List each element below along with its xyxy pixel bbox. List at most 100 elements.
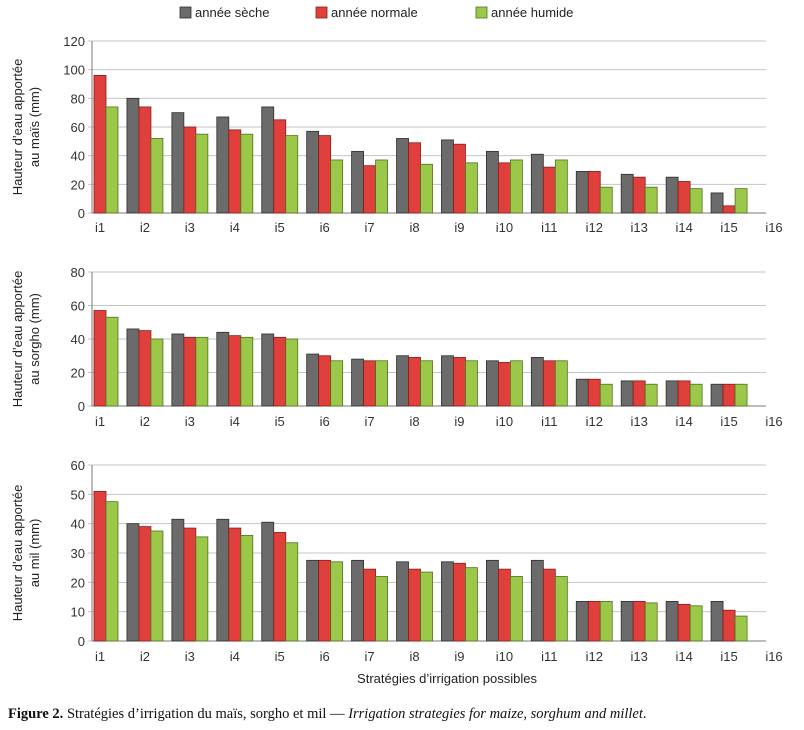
bar-i11-series-3 <box>554 576 568 642</box>
y-tick-label: 0 <box>78 399 85 414</box>
chart-panel-2: 0 20 40 60 80 i1 i2 i3 i4 i5 i6 i7 i8 i9 i10 i11 i12 i13 i… <box>10 265 783 429</box>
y-axis-label: Hauteur d’eau apportée au sorgho (mm) <box>10 271 42 408</box>
bar-i5-series-3 <box>285 542 299 642</box>
bar-i2-series-1 <box>126 328 140 407</box>
x-tick-label-i5: i5 <box>275 649 285 664</box>
y-tick-label: 40 <box>71 517 85 532</box>
bar-i9-series-1 <box>441 139 454 214</box>
bar-i5-series-1 <box>261 106 275 214</box>
x-tick-label-i9: i9 <box>454 649 464 664</box>
bar-i12-series-1 <box>575 378 589 407</box>
x-tick-label-i1: i1 <box>95 649 105 664</box>
caption-figure-number: Figure 2. <box>8 706 64 722</box>
bar-i15-series-1 <box>710 601 724 642</box>
x-tick-label-i12: i12 <box>586 220 603 235</box>
y-tick-label: 50 <box>71 487 85 502</box>
x-tick-label-i1: i1 <box>95 414 105 429</box>
bar-i10-series-1 <box>485 150 499 214</box>
x-tick-label-i1: i1 <box>95 220 105 235</box>
figure-caption: Figure 2. Stratégies d’irrigation du maï… <box>8 706 798 723</box>
bar-i1-series-2 <box>93 75 107 214</box>
y-tick-label: 10 <box>71 605 85 620</box>
bar-i15-series-2 <box>722 609 736 642</box>
y-tick-label: 80 <box>71 91 85 106</box>
bar-i12-series-2 <box>587 378 601 407</box>
x-tick-label-i12: i12 <box>586 414 603 429</box>
legend-swatch-1 <box>179 6 192 19</box>
bar-i11-series-2 <box>542 360 556 407</box>
x-tick-label-i5: i5 <box>275 414 285 429</box>
x-tick-label-i15: i15 <box>720 220 737 235</box>
y-axis-label: Hauteur d’eau apportée au mil (mm) <box>10 485 42 622</box>
bar-i2-series-3 <box>150 530 164 642</box>
x-tick-label-i9: i9 <box>454 414 464 429</box>
x-tick-label-i7: i7 <box>365 220 375 235</box>
bar-i10-series-2 <box>497 568 511 642</box>
x-tick-label-i13: i13 <box>631 414 648 429</box>
bar-i2-series-1 <box>126 97 140 214</box>
bar-i5-series-1 <box>261 521 275 642</box>
x-tick-label-i11: i11 <box>541 649 557 664</box>
bar-i9-series-3 <box>465 567 478 642</box>
x-tick-label-i2: i2 <box>140 220 150 235</box>
bar-i4-series-3 <box>240 133 254 214</box>
bar-i10-series-3 <box>509 576 523 642</box>
bar-i3-series-3 <box>195 336 209 407</box>
bar-i1-series-3 <box>105 106 119 214</box>
bar-i3-series-2 <box>183 336 197 407</box>
bar-i11-series-3 <box>554 159 568 214</box>
y-tick-label: 60 <box>71 458 85 473</box>
x-tick-label-i6: i6 <box>320 649 330 664</box>
y-tick-label: 60 <box>71 299 85 314</box>
bar-i6-series-1 <box>306 130 320 214</box>
bar-i6-series-3 <box>330 561 344 642</box>
bar-i5-series-2 <box>273 336 287 407</box>
bar-i4-series-2 <box>228 527 242 642</box>
y-axis-label-line-1: Hauteur d’eau apportée <box>10 485 25 622</box>
bar-i8-series-2 <box>408 357 421 407</box>
bar-i14-series-1 <box>665 380 679 407</box>
y-tick-label: 30 <box>71 546 85 561</box>
legend-swatch-3 <box>475 6 488 19</box>
bar-i2-series-1 <box>126 523 140 642</box>
y-tick-label: 0 <box>78 634 85 649</box>
x-tick-label-i11: i11 <box>541 414 557 429</box>
caption-english: Irrigation strategies for maize, sorghum… <box>348 706 643 722</box>
bar-i8-series-1 <box>396 561 409 642</box>
bar-i14-series-2 <box>677 181 691 214</box>
bar-i13-series-3 <box>644 383 658 407</box>
x-tick-label-i15: i15 <box>720 649 737 664</box>
y-tick-label: 20 <box>71 366 85 381</box>
bar-i7-series-2 <box>363 165 377 214</box>
bar-i13-series-2 <box>632 176 646 214</box>
x-tick-label-i16: i16 <box>765 414 782 429</box>
bar-i11-series-2 <box>542 568 556 642</box>
bar-i14-series-1 <box>665 601 679 642</box>
bar-i10-series-3 <box>509 159 523 214</box>
bar-i11-series-2 <box>542 166 556 214</box>
bar-i13-series-3 <box>644 186 658 214</box>
x-tick-label-i14: i14 <box>675 220 692 235</box>
x-tick-label-i5: i5 <box>275 220 285 235</box>
x-tick-label-i16: i16 <box>765 649 782 664</box>
bar-i3-series-2 <box>183 527 197 642</box>
x-tick-label-i8: i8 <box>409 414 419 429</box>
bar-i9-series-3 <box>465 162 478 214</box>
bar-i5-series-2 <box>273 532 287 642</box>
bar-i15-series-1 <box>710 383 724 407</box>
y-axis-label-line-1: Hauteur d’eau apportée <box>10 59 25 196</box>
bar-i6-series-1 <box>306 559 320 642</box>
bar-i7-series-3 <box>375 159 389 214</box>
bar-i6-series-3 <box>330 159 344 214</box>
bar-i1-series-3 <box>105 316 119 407</box>
x-tick-label-i7: i7 <box>365 649 375 664</box>
bar-i15-series-3 <box>734 188 748 214</box>
x-tick-label-i14: i14 <box>675 414 692 429</box>
bar-i7-series-2 <box>363 568 377 642</box>
x-tick-label-i13: i13 <box>631 220 648 235</box>
x-tick-label-i4: i4 <box>230 414 240 429</box>
bar-i4-series-2 <box>228 129 242 214</box>
bar-i10-series-3 <box>509 360 523 407</box>
x-tick-label-i2: i2 <box>140 649 150 664</box>
y-axis-label-line-1: Hauteur d’eau apportée <box>10 271 25 408</box>
